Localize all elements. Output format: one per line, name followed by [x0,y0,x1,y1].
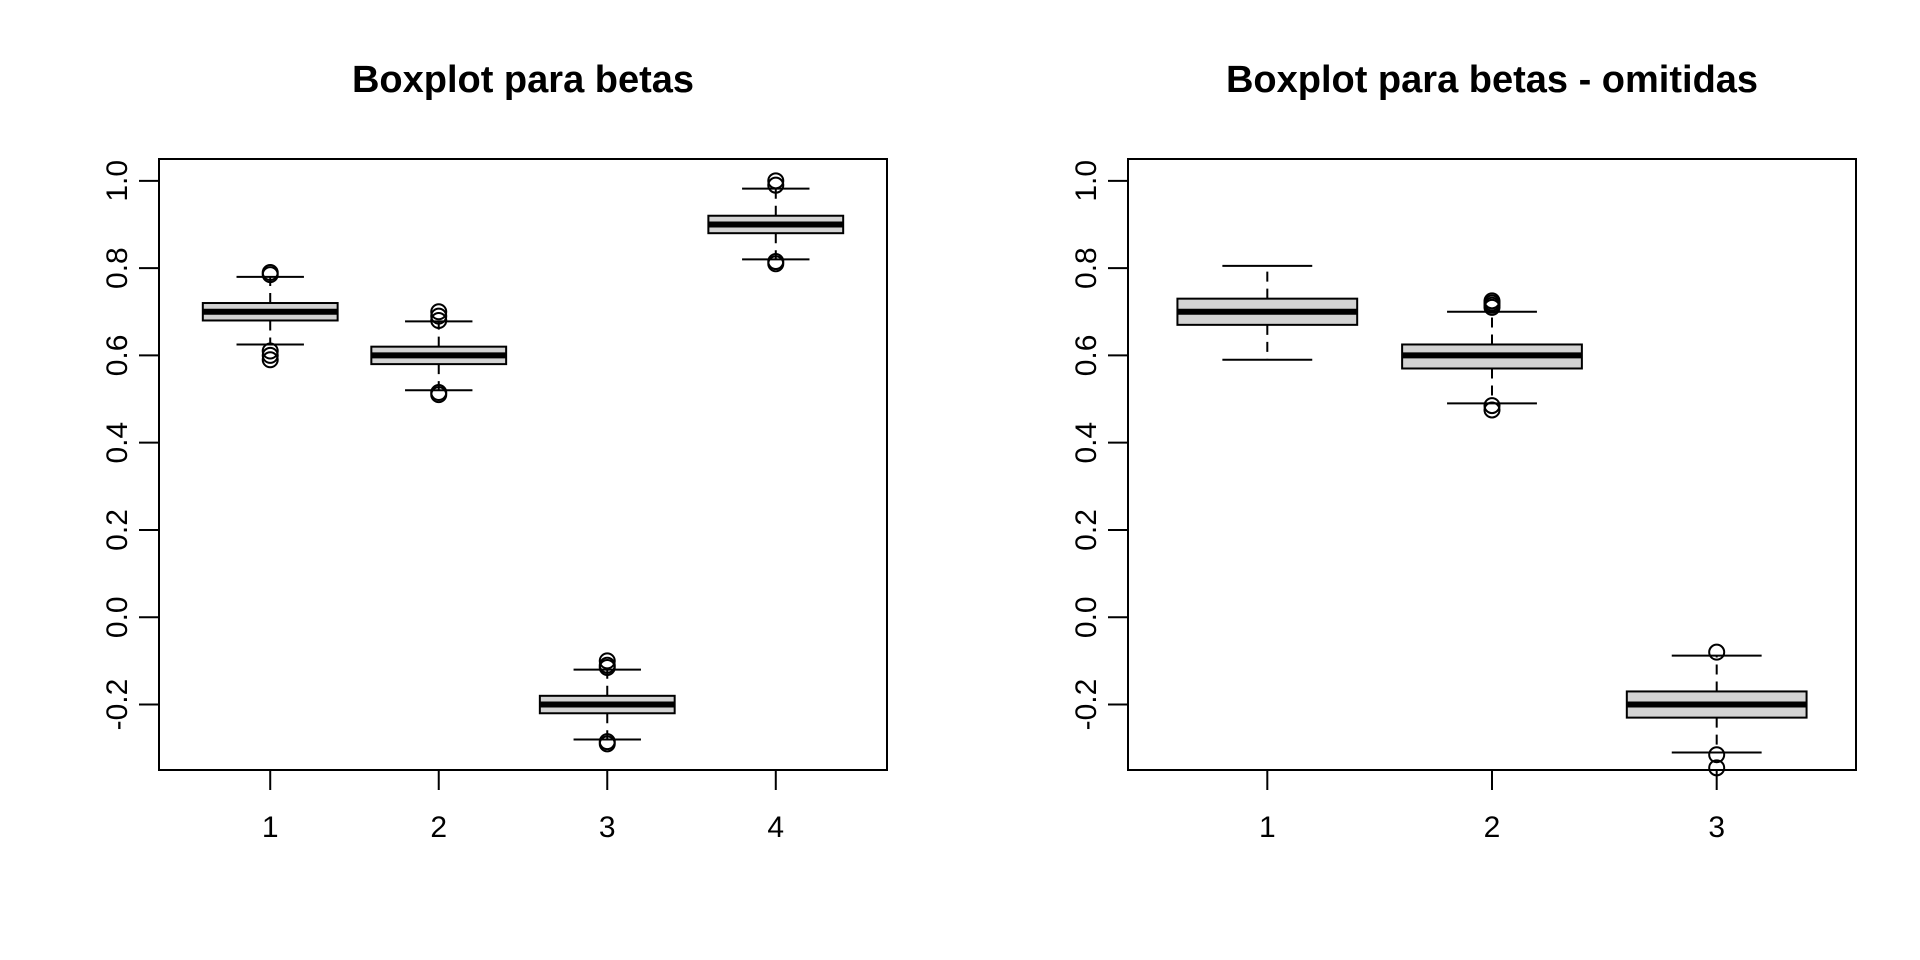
y-tick-label: -0.2 [101,679,134,731]
x-tick-label: 2 [1484,811,1501,844]
plot-frame [158,158,888,771]
y-tick-label: 0.4 [1070,422,1103,464]
y-axis: -0.2 0.0 0.2 0.4 0.6 0.8 1.0 [1070,160,1129,731]
box-3 [1625,643,1808,777]
y-tick-label: 0.0 [101,596,134,638]
y-tick-label: 0.4 [101,422,134,464]
x-tick-label: 1 [1259,811,1276,844]
outlier-point [1708,643,1726,661]
box-3 [538,652,676,753]
box-2 [370,303,508,404]
y-tick-label: 0.6 [101,335,134,377]
outlier-point [430,307,448,325]
outlier-point [1483,397,1501,415]
y-tick-label: 0.8 [1070,247,1103,289]
outlier-point [1483,401,1501,419]
outlier-point [767,176,785,194]
y-tick-label: 1.0 [101,160,134,202]
x-tick-label: 4 [767,811,784,844]
outlier-point [1708,746,1726,764]
outlier-point [767,253,785,271]
outlier-point [261,263,279,281]
chart-title: Boxplot para betas [352,59,694,101]
y-tick-label: 0.2 [1070,509,1103,551]
outlier-point [1708,759,1726,777]
chart-title: Boxplot para betas - omitidas [1226,59,1758,101]
y-axis: -0.2 0.0 0.2 0.4 0.6 0.8 1.0 [101,160,160,731]
outlier-point [430,311,448,329]
y-tick-label: 0.6 [1070,335,1103,377]
box-4 [707,172,845,273]
outlier-point [1483,292,1501,310]
outlier-point [767,172,785,190]
outlier-point [261,351,279,369]
y-tick-label: 0.2 [101,509,134,551]
boxplot-panel-betas: Boxplot para betas -0.2 0.0 0.2 0.4 0.6 0.8 1.… [101,59,888,844]
y-tick-label: -0.2 [1070,679,1103,731]
box-1 [1176,264,1359,361]
outlier-point [598,652,616,670]
x-tick-label: 3 [1708,811,1725,844]
box-2 [1401,292,1583,419]
x-tick-label: 2 [430,811,447,844]
box-series [1176,264,1808,777]
outlier-point [598,656,616,674]
y-tick-label: 0.0 [1070,596,1103,638]
y-tick-label: 1.0 [1070,160,1103,202]
x-tick-label: 3 [599,811,616,844]
boxplot-panel-betas-omitidas: Boxplot para betas - omitidas -0.2 0.0 0.2… [1070,59,1857,844]
outlier-point [261,346,279,364]
outlier-point [430,303,448,321]
box-1 [201,263,339,369]
y-tick-label: 0.8 [101,247,134,289]
x-axis: 1 2 3 4 [262,769,784,844]
x-axis: 1 2 3 [1259,769,1725,844]
box-series [201,172,845,753]
outlier-point [261,342,279,360]
plot-frame [1127,158,1857,771]
outlier-point [430,383,448,401]
x-tick-label: 1 [262,811,279,844]
outlier-point [598,733,616,751]
